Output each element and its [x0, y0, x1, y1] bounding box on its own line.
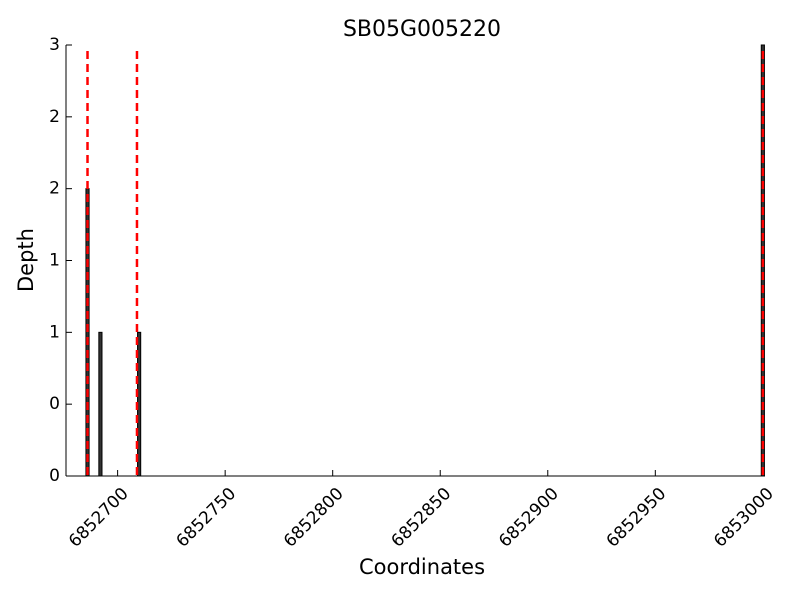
y-tick-label: 1 [49, 251, 60, 271]
y-tick-label: 0 [49, 466, 60, 486]
chart-title: SB05G005220 [343, 17, 501, 42]
y-tick-label: 1 [49, 322, 60, 342]
y-tick-label: 3 [49, 35, 60, 55]
x-axis-label: Coordinates [359, 555, 485, 579]
y-tick-label: 0 [49, 394, 60, 414]
y-tick-label: 2 [49, 107, 60, 127]
y-axis-label: Depth [14, 228, 38, 292]
y-tick-label: 2 [49, 179, 60, 199]
bar [98, 331, 103, 477]
